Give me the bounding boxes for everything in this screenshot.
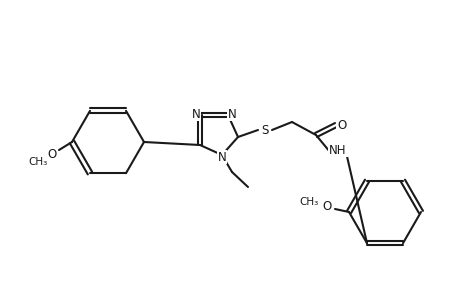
Text: S: S: [261, 124, 268, 136]
Text: N: N: [191, 107, 200, 121]
Text: CH₃: CH₃: [299, 197, 318, 207]
Text: O: O: [322, 200, 331, 214]
Text: N: N: [217, 151, 226, 164]
Text: N: N: [227, 107, 236, 121]
Text: O: O: [47, 148, 56, 160]
Text: CH₃: CH₃: [28, 157, 48, 167]
Text: O: O: [336, 118, 346, 131]
Text: NH: NH: [329, 143, 346, 157]
